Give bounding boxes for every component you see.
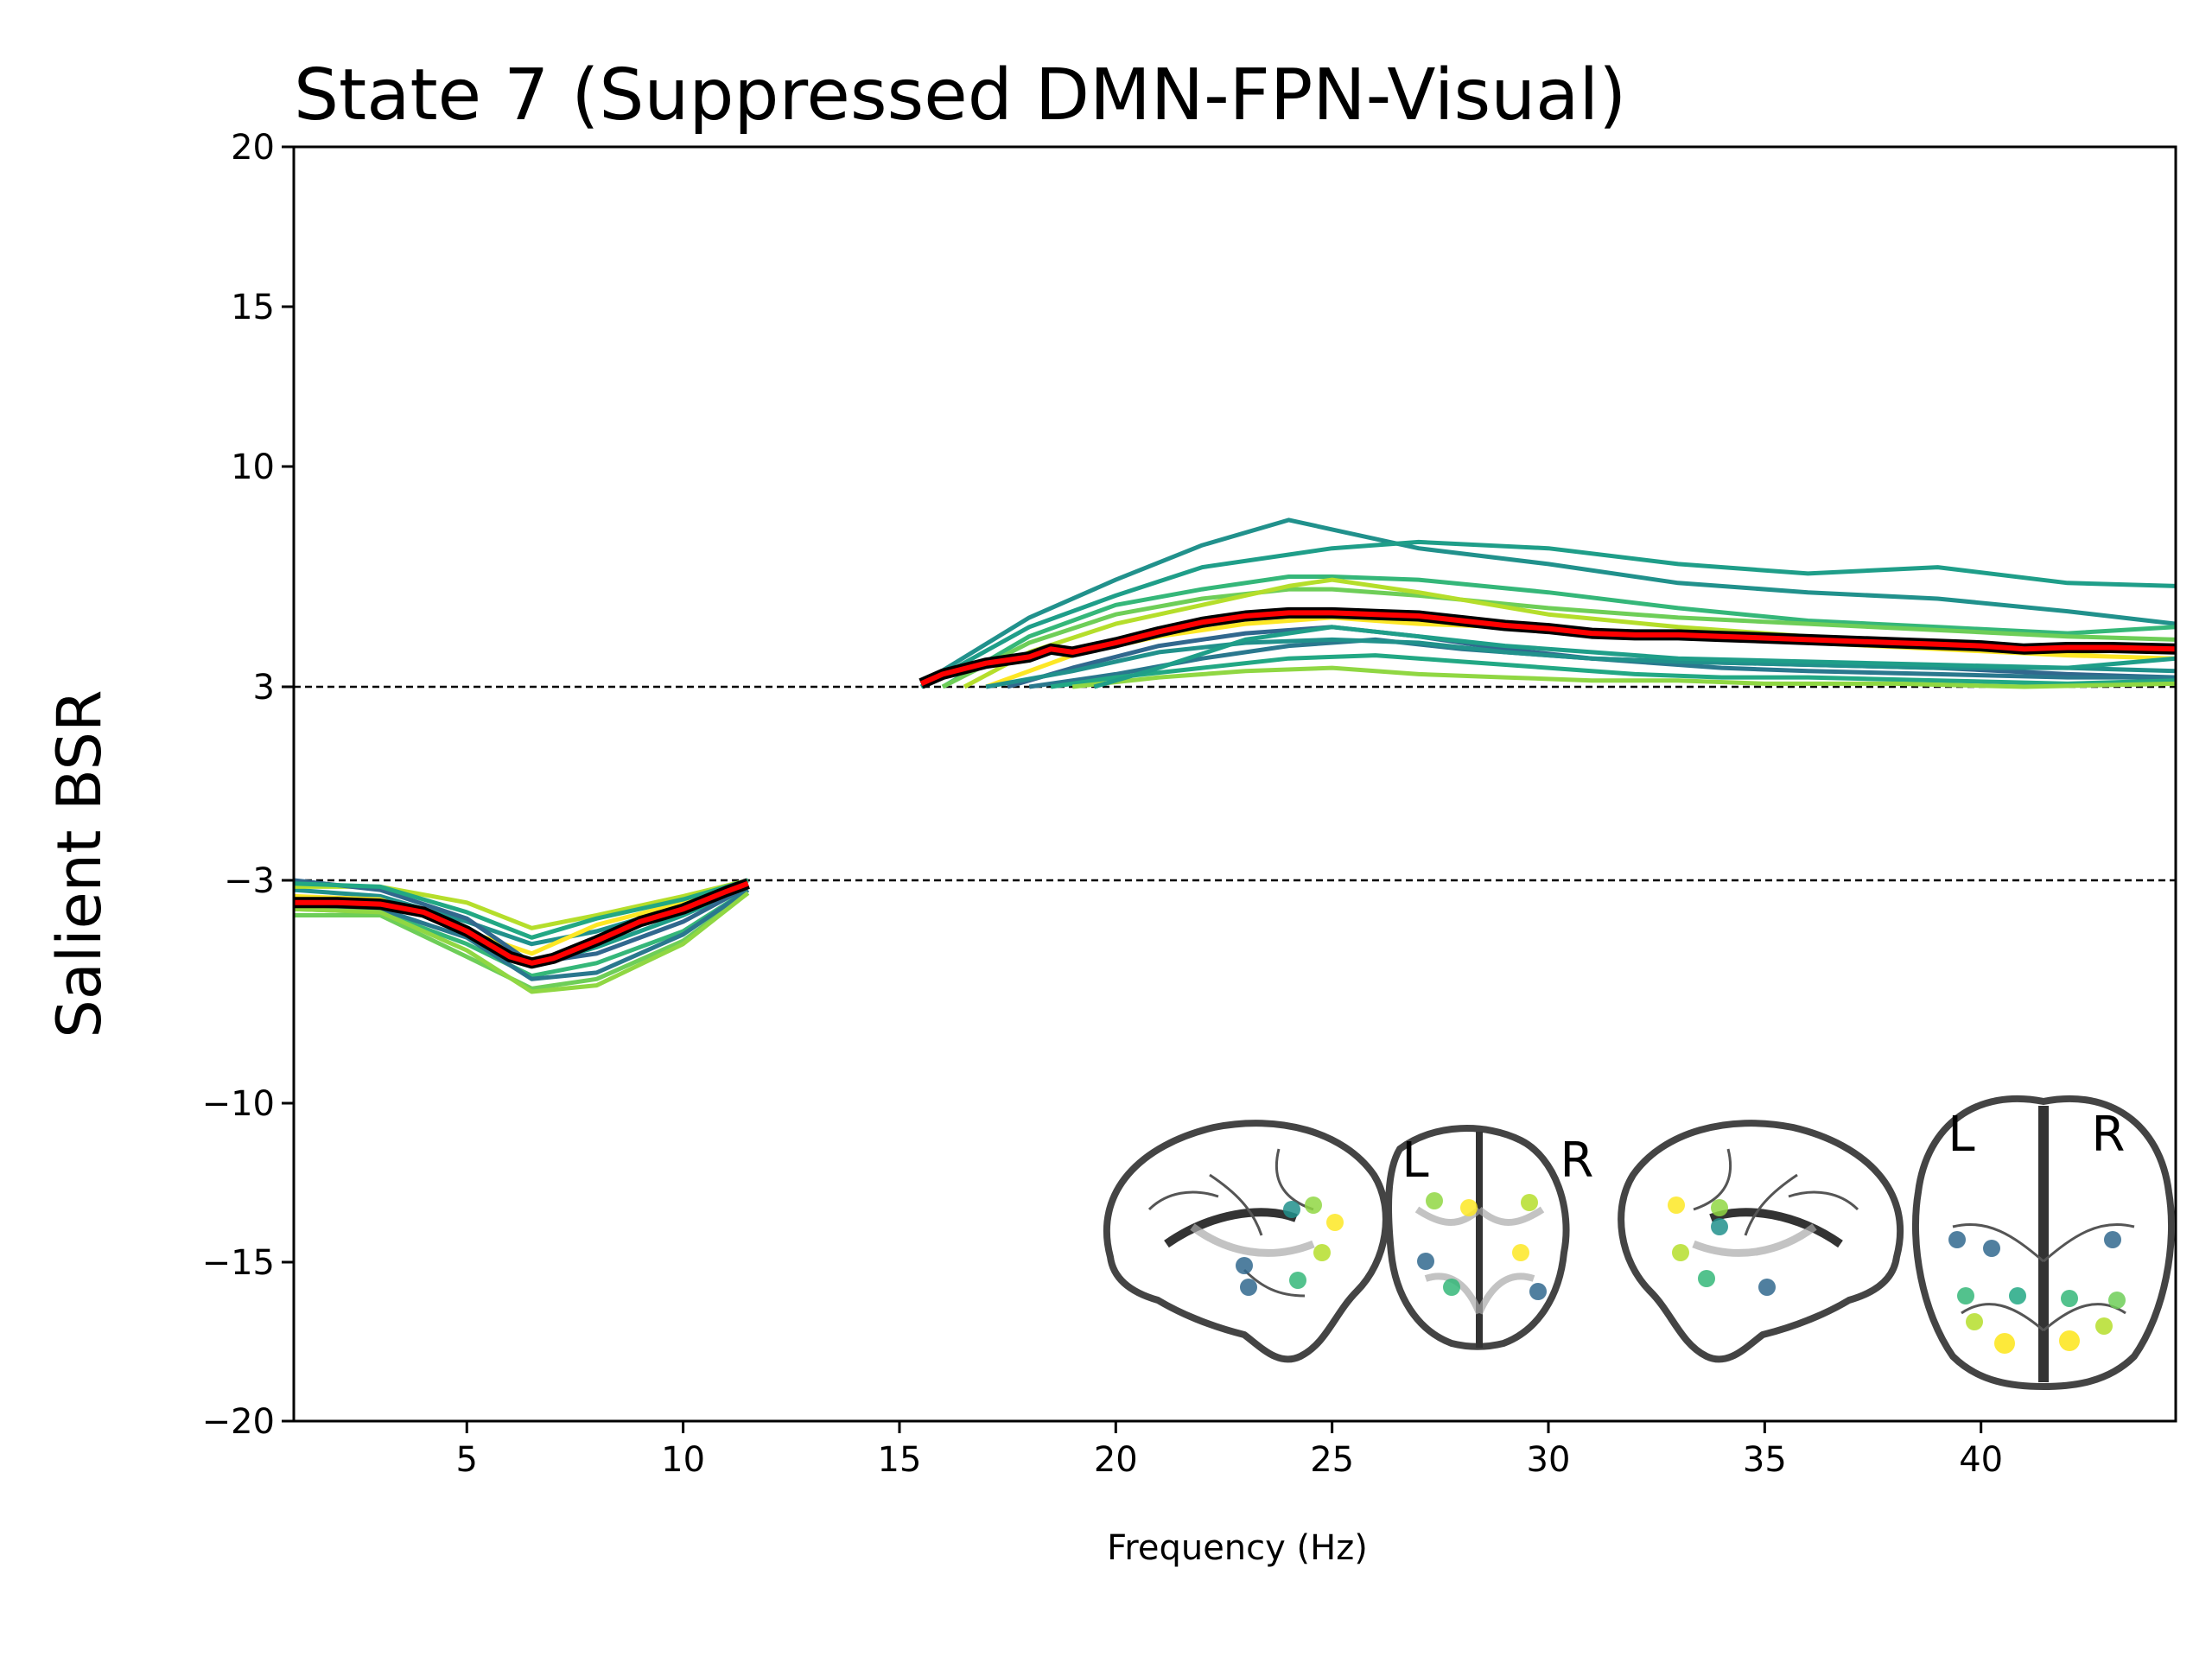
inset-left-label: L [1402,1133,1428,1189]
channel-line [985,637,2177,689]
inset-right-label-axial: R [2092,1107,2126,1163]
channel-line [1093,625,2177,689]
y-tick-label: 3 [253,668,275,708]
y-tick-label: −15 [202,1243,275,1283]
plot-frame [292,145,2177,1423]
brain-node-marker [1240,1279,1257,1296]
brain-sagittal-right-icon [1618,1120,1904,1363]
y-tick-label: 20 [231,128,275,168]
x-tick-label: 5 [456,1440,478,1480]
brain-sagittal-left-icon [1103,1120,1389,1363]
x-tick-label: 10 [661,1440,705,1480]
brain-node-marker [1948,1231,1966,1248]
y-tick-label: −20 [202,1402,275,1442]
brain-node-marker [1983,1240,2000,1257]
mean-line [294,880,749,966]
brain-node-marker [1994,1333,2015,1354]
brain-node-marker [1417,1253,1434,1270]
brain-node-marker [1758,1279,1776,1296]
brain-node-marker [1668,1196,1685,1214]
x-tick-label: 20 [1094,1440,1138,1480]
channel-line [941,587,2177,689]
brain-node-marker [1283,1201,1300,1218]
brain-node-marker [1711,1199,1728,1216]
brain-node-marker [1313,1244,1331,1261]
brain-node-marker [2108,1292,2126,1309]
brain-node-marker [1698,1270,1715,1287]
brain-node-marker [2095,1317,2113,1335]
channel-line [941,574,2177,689]
x-axis-title: Frequency (Hz) [1107,1528,1368,1568]
brain-node-marker [2061,1290,2078,1307]
brain-glass-inset: L R L R [1103,1095,2176,1391]
brain-node-marker [2059,1330,2080,1351]
channel-line [919,517,2177,686]
channel-line [1071,665,2177,689]
channel-line [294,891,750,991]
y-tick-label: 10 [231,447,275,487]
y-tick-label: −3 [224,861,275,901]
channel-line [293,891,750,994]
brain-node-marker [2009,1287,2026,1304]
mean-line [919,610,2177,687]
x-tick-label: 25 [1310,1440,1354,1480]
brain-node-marker [1672,1244,1689,1261]
y-axis-title: Salient BSR [44,689,115,1038]
inset-left-label-axial: L [1948,1107,1974,1163]
channel-line [1050,653,2177,689]
x-tick-label: 30 [1527,1440,1571,1480]
y-tick-label: 15 [231,288,275,327]
x-tick-label: 15 [878,1440,922,1480]
inset-right-label: R [1560,1133,1594,1189]
brain-coronal-icon: L R [1385,1125,1594,1350]
brain-node-markers [1236,1192,2126,1354]
x-tick-label: 35 [1743,1440,1787,1480]
brain-node-marker [1326,1214,1344,1231]
brain-node-marker [1426,1192,1443,1209]
brain-node-marker [1289,1272,1306,1289]
x-tick-label: 40 [1959,1440,2003,1480]
channel-line [293,878,749,940]
brain-node-marker [1966,1313,1983,1330]
channel-line [919,539,2177,689]
brain-node-marker [1521,1194,1538,1211]
brain-node-marker [1460,1199,1478,1216]
brain-node-marker [1236,1257,1253,1274]
brain-node-marker [1443,1279,1460,1296]
brain-axial-icon: L R [1911,1095,2176,1391]
brain-node-marker [1711,1218,1728,1235]
brain-node-marker [1529,1283,1547,1300]
axes: 5 10 15 20 25 30 35 40 −20 −15 −10 −3 3 10 15 20 [202,128,2177,1480]
brain-node-marker [1305,1196,1322,1214]
plot-area [293,517,2177,994]
brain-node-marker [1512,1244,1529,1261]
chart-title: State 7 (Suppressed DMN-FPN-Visual) [294,54,1626,136]
y-tick-label: −10 [202,1084,275,1124]
brain-node-marker [1957,1287,1974,1304]
brain-node-marker [2104,1231,2121,1248]
